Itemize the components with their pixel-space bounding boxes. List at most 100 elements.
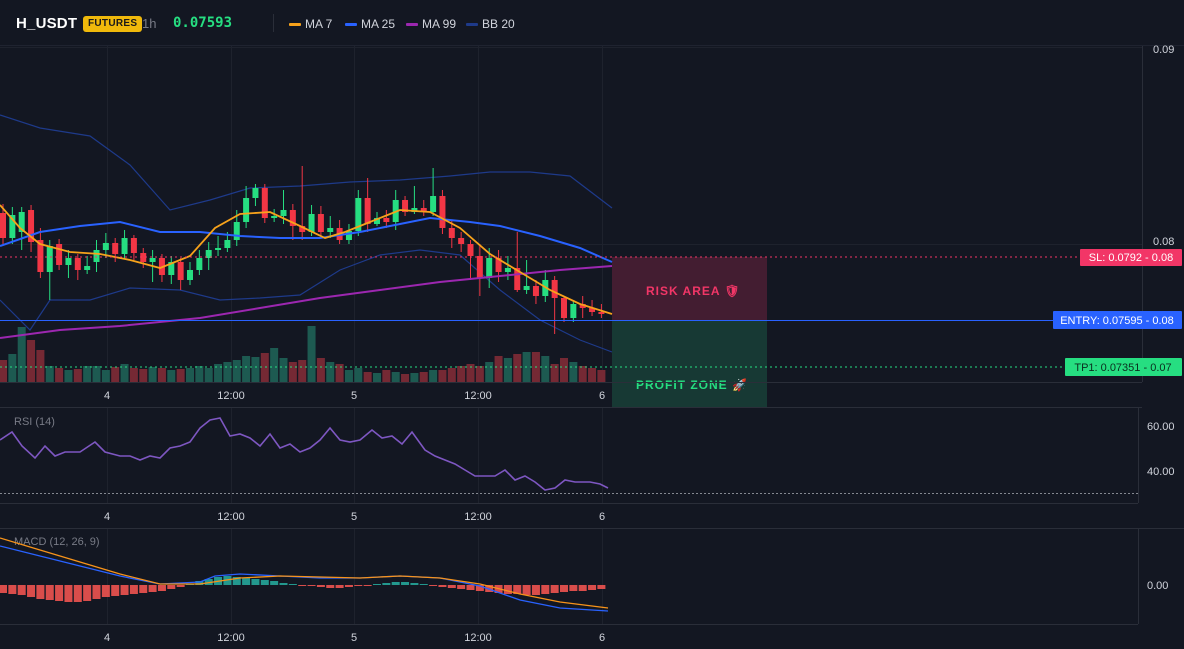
candle-body: [149, 258, 156, 262]
macd-hist-bar: [111, 585, 120, 596]
macd-hist-bar: [298, 585, 307, 586]
candle-body: [84, 266, 91, 270]
macd-hist-bar: [485, 585, 494, 592]
volume-bar: [195, 366, 204, 382]
volume-bar: [17, 327, 26, 382]
candle-body: [495, 258, 502, 272]
legend-ma25[interactable]: MA 25: [345, 17, 395, 31]
ma7-line: [0, 204, 613, 315]
candle-body: [102, 243, 109, 250]
macd-hist-bar: [101, 585, 110, 597]
candle-body: [532, 286, 539, 296]
macd-hist-bar: [27, 585, 36, 597]
volume-bar: [139, 369, 148, 382]
candle-body: [561, 298, 567, 318]
volume-bar: [354, 368, 363, 382]
macd-hist-bar: [550, 585, 559, 593]
entry-value: ENTRY: 0.07595 - 0.08: [1060, 315, 1174, 327]
take-profit-value: TP1: 0.07351 - 0.07: [1074, 362, 1171, 374]
time-axis-label: 12:00: [464, 390, 492, 402]
trade-zones: RISK AREA 🛡 PROFIT ZONE 🚀: [612, 257, 767, 407]
profit-zone-label: PROFIT ZONE 🚀: [636, 378, 748, 392]
volume-bar: [363, 372, 372, 382]
candle-body: [215, 248, 222, 250]
volume-bar: [419, 372, 428, 382]
moving-averages: [0, 204, 613, 339]
macd-hist-bar: [401, 582, 410, 585]
volume-bar: [260, 353, 269, 382]
volume-bar: [148, 367, 157, 382]
legend-bb20-label: BB 20: [482, 17, 515, 31]
rsi-line: [0, 417, 609, 491]
legend-bb20[interactable]: BB 20: [466, 17, 515, 31]
entry-tag[interactable]: ENTRY: 0.07595 - 0.08: [1053, 311, 1182, 329]
volume-bar: [167, 370, 176, 382]
candle-body: [430, 196, 437, 212]
candle-body: [570, 304, 577, 318]
macd-hist-bar: [55, 585, 64, 601]
volume-bar: [55, 368, 64, 382]
time-axis-label: 6: [599, 632, 605, 644]
macd-axis-label: 0.00: [1147, 580, 1168, 592]
price-grid: [0, 46, 1142, 382]
volume-bar: [326, 362, 335, 382]
volume-bar: [204, 368, 213, 382]
macd-hist-bar: [288, 584, 297, 585]
candle-body: [0, 213, 6, 238]
volume-bar: [307, 326, 316, 382]
macd-hist-bar: [270, 581, 279, 585]
price-axis-label: 0.09: [1153, 44, 1174, 56]
macd-time-axis: 4 12:00 5 12:00 6: [104, 632, 605, 644]
candle-body: [224, 240, 231, 248]
rsi-axis-label: 40.00: [1147, 466, 1175, 478]
volume-bar: [438, 370, 447, 382]
candle-body: [280, 210, 287, 216]
legend-ma7-label: MA 7: [305, 17, 333, 31]
candle-body: [439, 196, 446, 228]
volume-bar: [101, 370, 110, 382]
volume-bar: [120, 364, 129, 382]
candle-body: [476, 256, 483, 278]
volume-bar: [279, 358, 288, 382]
take-profit-tag[interactable]: TP1: 0.07351 - 0.07: [1065, 358, 1182, 376]
candle-body: [140, 253, 147, 262]
price-axis-label: 0.08: [1153, 236, 1174, 248]
volume-bar: [232, 360, 241, 382]
candle-body: [18, 212, 25, 232]
symbol-name[interactable]: H_USDT: [16, 15, 78, 32]
candle-body: [504, 268, 511, 272]
candle-body: [37, 240, 44, 272]
macd-hist-bar: [316, 585, 325, 587]
macd-hist-bar: [260, 580, 269, 585]
volume-bar: [578, 366, 587, 382]
candle-body: [308, 214, 315, 232]
candle-body: [74, 258, 81, 270]
legend-ma7[interactable]: MA 7: [289, 17, 332, 31]
volume-bar: [447, 368, 456, 382]
candle-body: [579, 304, 586, 308]
volume-bar: [503, 358, 512, 382]
bb20-swatch-icon: [466, 22, 478, 26]
candle-body: [299, 226, 306, 232]
volume-bar: [382, 370, 391, 382]
volume-bar: [335, 364, 344, 382]
macd-hist-bar: [354, 585, 363, 586]
volume-bar: [27, 340, 36, 382]
macd-hist-bar: [36, 585, 45, 599]
volume-bar: [344, 370, 353, 382]
volume-bar: [64, 370, 73, 382]
macd-hist-bar: [17, 585, 26, 595]
macd-hist-bar: [251, 579, 260, 585]
macd-hist-bar: [457, 585, 466, 589]
candle-body: [121, 238, 128, 254]
macd-hist-bar: [157, 585, 166, 591]
stop-loss-tag[interactable]: SL: 0.0792 - 0.08: [1080, 249, 1182, 266]
macd-hist-bar: [335, 585, 344, 588]
timeframe-selector[interactable]: 1h: [142, 16, 157, 31]
candle-body: [402, 200, 409, 212]
volume-bar: [251, 357, 260, 382]
time-axis-label: 12:00: [464, 632, 492, 644]
macd-hist-bar: [45, 585, 54, 600]
legend-ma99[interactable]: MA 99: [406, 17, 456, 31]
